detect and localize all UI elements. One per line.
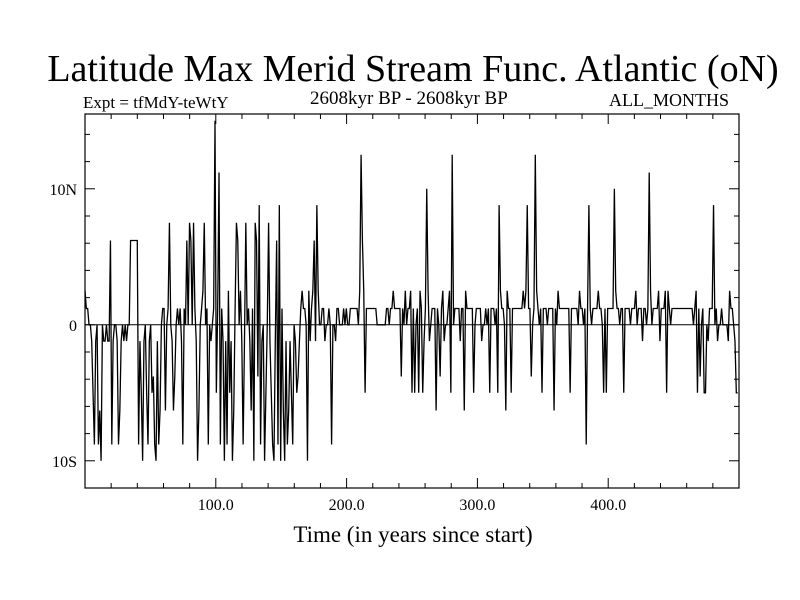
x-axis-ticks: 100.0 200.0 300.0 400.0: [110, 114, 714, 514]
season-label: ALL_MONTHS: [609, 90, 729, 110]
y-tick-label: 10N: [49, 182, 77, 199]
plot-frame-group: [84, 113, 740, 489]
series-group: [84, 120, 738, 461]
experiment-label: Expt = tfMdY-teWtY: [83, 93, 229, 112]
chart-title: Latitude Max Merid Stream Func. Atlantic…: [47, 48, 779, 90]
y-tick-label: 0: [69, 318, 77, 335]
x-tick-label: 100.0: [198, 497, 234, 514]
x-tick-label: 300.0: [459, 497, 495, 514]
y-axis-ticks: 10N 0 10S: [49, 133, 739, 471]
chart-subtitle: 2608kyr BP - 2608kyr BP: [310, 88, 508, 109]
x-tick-label: 200.0: [329, 497, 365, 514]
x-tick-label: 400.0: [590, 497, 626, 514]
y-tick-label: 10S: [52, 454, 77, 471]
x-axis-label: Time (in years since start): [293, 522, 533, 547]
series-line-1: [84, 120, 738, 461]
plot-frame: [84, 113, 740, 489]
